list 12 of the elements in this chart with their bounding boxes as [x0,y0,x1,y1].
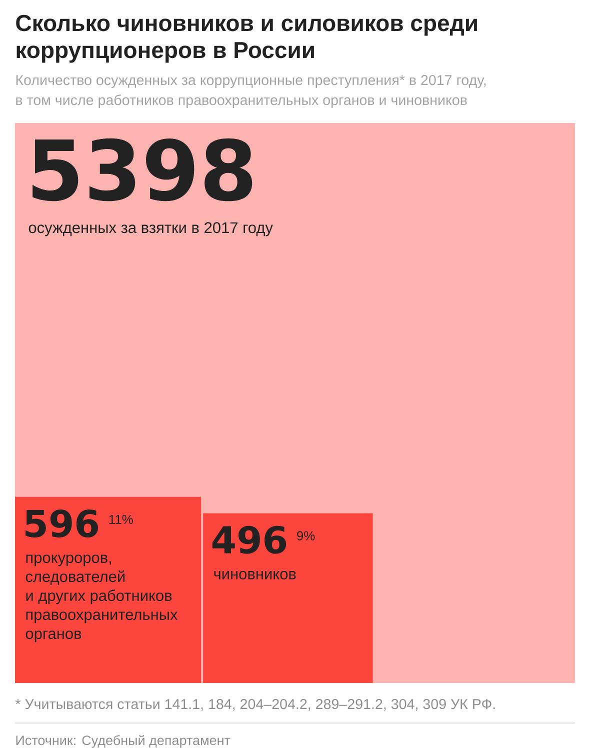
text: 11% [109,514,133,524]
data-label: 5398 [32,138,252,202]
text: Источник: Судебный департамент [16,734,230,748]
text: Количество осужденных за коррупционные преступления* в 2017 году, в том числе работников правоохранительных органов и чиновников [16,75,486,108]
category-label: прокуроров, следователей и других работников правоохранительных органов [26,554,178,642]
text: Сколько чиновников и силовиков среди коррупционеров в России [16,14,477,63]
data-label: 596 [26,509,98,538]
text: * Учитываются статьи 141.1, 184, 204–204.2, 289–291.2, 304, 309 УК РФ. [15,699,495,711]
category-label: чиновников [214,570,296,580]
text: 9% [297,531,315,540]
category-label: осужденных за взятки в 2017 году [28,222,273,236]
data-label: 496 [212,526,286,554]
